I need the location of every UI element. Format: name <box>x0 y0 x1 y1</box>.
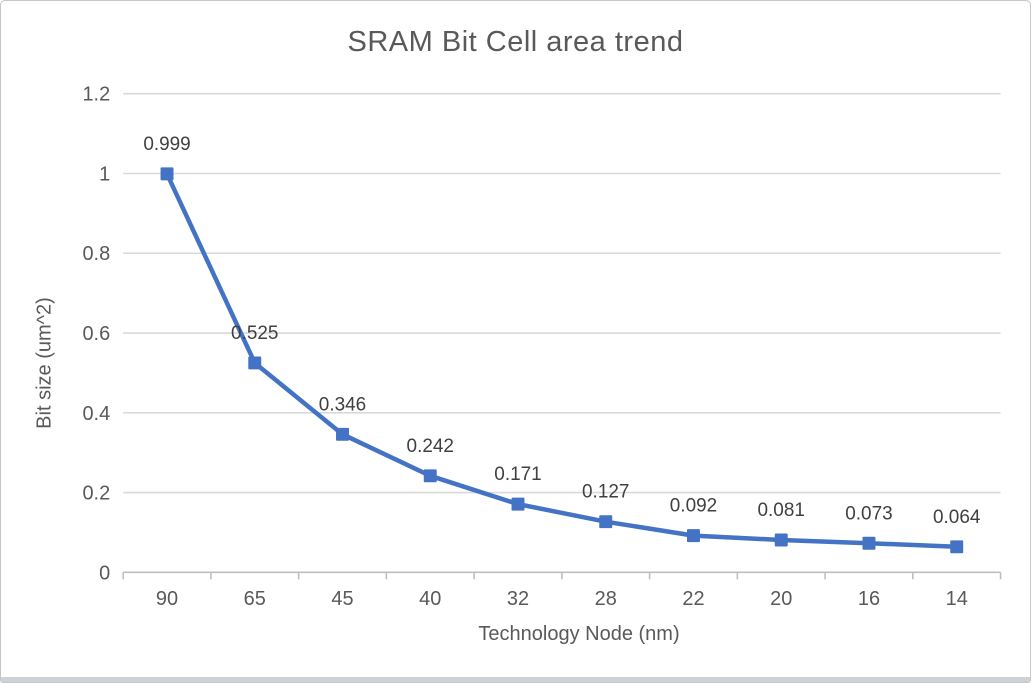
data-point-marker <box>950 540 964 554</box>
data-point-label: 0.242 <box>407 436 454 457</box>
x-tick-label: 20 <box>770 588 792 610</box>
data-point-label: 0.999 <box>143 134 190 155</box>
data-point-marker <box>686 529 700 543</box>
x-tick-label: 22 <box>682 588 704 610</box>
bottom-edge-strip <box>1 677 1030 682</box>
x-tick-label: 65 <box>244 588 266 610</box>
data-point-marker <box>248 356 262 370</box>
chart-title: SRAM Bit Cell area trend <box>347 26 684 58</box>
data-point-marker <box>160 167 174 181</box>
data-point-marker <box>511 497 525 511</box>
x-tick-label: 16 <box>858 588 880 610</box>
data-point-marker <box>599 515 613 529</box>
data-point-label: 0.073 <box>845 503 892 524</box>
y-tick-label: 1.2 <box>82 84 110 106</box>
data-point-label: 0.127 <box>582 482 629 503</box>
x-tick-label: 45 <box>331 588 353 610</box>
y-axis-title: Bit size (um^2) <box>33 297 56 429</box>
data-point-marker <box>862 536 876 550</box>
data-point-marker <box>336 427 349 441</box>
y-tick-label: 0.2 <box>82 483 110 505</box>
data-point-label: 0.064 <box>933 507 980 528</box>
y-tick-label: 0.6 <box>82 323 110 345</box>
data-point-label: 0.092 <box>670 496 717 517</box>
data-point-label: 0.346 <box>319 394 366 415</box>
data-point-label: 0.081 <box>758 500 805 521</box>
x-tick-label: 40 <box>419 588 441 610</box>
y-tick-label: 1 <box>99 163 110 185</box>
x-axis-title: Technology Node (nm) <box>478 623 680 645</box>
data-point-marker <box>774 533 788 547</box>
y-tick-label: 0 <box>99 562 110 584</box>
x-tick-label: 14 <box>946 588 968 610</box>
y-tick-label: 0.8 <box>82 243 110 265</box>
x-tick-label: 90 <box>156 588 178 610</box>
data-point-label: 0.525 <box>231 323 278 344</box>
trend-line <box>164 171 959 550</box>
data-point-marker <box>423 469 437 483</box>
x-tick-label: 32 <box>507 588 529 610</box>
y-tick-label: 0.4 <box>82 403 110 425</box>
x-tick-label: 28 <box>595 588 617 610</box>
data-point-label: 0.171 <box>494 464 541 485</box>
